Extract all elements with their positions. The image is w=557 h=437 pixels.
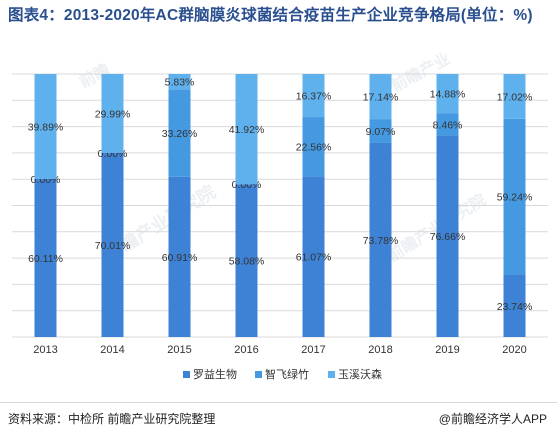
data-label: 73.78% [363, 235, 399, 247]
data-label: 41.92% [229, 124, 265, 136]
data-label: 23.74% [497, 301, 533, 313]
data-label: 5.83% [165, 77, 195, 89]
bar-segment-3 [101, 74, 124, 153]
brand-credit: @前瞻经济学人APP [438, 412, 547, 426]
data-label: 61.07% [296, 252, 332, 264]
data-label: 60.11% [28, 253, 63, 265]
bar-segment-3 [503, 74, 526, 119]
bar-segment-3 [302, 74, 325, 118]
bar-segment-1 [302, 176, 325, 337]
data-label: 58.08% [229, 256, 265, 268]
data-label: 76.66% [430, 231, 466, 243]
x-tick-label: 2013 [33, 344, 57, 356]
data-label: 17.14% [363, 92, 399, 104]
data-label: 22.56% [296, 142, 332, 154]
chart-title: 图表4：2013-2020年AC群脑膜炎球菌结合疫苗生产企业竞争格局(单位：%) [8, 7, 533, 24]
x-tick-label: 2018 [368, 344, 392, 356]
bar-segment-1 [235, 184, 258, 337]
data-label: 33.26% [162, 128, 198, 140]
bar-segment-1 [503, 274, 526, 337]
legend-swatch-1 [183, 371, 190, 378]
bar-segment-3 [235, 74, 258, 185]
source-note: 资料来源：中检所 前瞻产业研究院整理 [8, 412, 216, 426]
legend-label: 智飞绿竹 [265, 367, 309, 381]
bar-segment-1 [34, 178, 57, 337]
bar-segment-3 [369, 74, 392, 120]
data-label: 29.99% [95, 108, 131, 120]
footer-divider [0, 402, 557, 403]
x-tick-label: 2016 [234, 344, 258, 356]
bar-segment-3 [34, 74, 57, 179]
bar-segment-1 [168, 176, 191, 337]
data-label: 60.91% [162, 252, 198, 264]
data-label: 14.88% [430, 89, 466, 101]
bar-segment-2 [436, 113, 459, 136]
bar-segment-1 [369, 142, 392, 337]
bar-segment-1 [436, 135, 459, 337]
legend-label: 罗益生物 [193, 367, 237, 381]
legend-swatch-2 [255, 371, 262, 378]
bar-segment-2 [503, 118, 526, 275]
x-tick-label: 2015 [167, 344, 191, 356]
x-tick-label: 2019 [435, 344, 459, 356]
bar-segment-1 [101, 152, 124, 337]
data-label: 9.07% [366, 126, 396, 138]
data-label: 39.89% [28, 121, 64, 133]
bar-segment-3 [168, 74, 191, 90]
bar-segment-2 [168, 89, 191, 177]
data-label: 17.02% [497, 91, 533, 103]
x-tick-label: 2014 [100, 344, 124, 356]
data-label: 59.24% [497, 192, 533, 204]
bar-segment-3 [436, 74, 459, 114]
data-label: 70.01% [95, 240, 131, 252]
x-tick-label: 2020 [502, 344, 526, 356]
data-label: 16.37% [296, 91, 332, 103]
legend-label: 玉溪沃森 [338, 367, 382, 381]
bar-segment-2 [302, 117, 325, 177]
bar-segment-2 [369, 119, 392, 143]
x-tick-label: 2017 [301, 344, 325, 356]
legend-swatch-3 [328, 371, 335, 378]
data-label: 8.46% [433, 119, 463, 131]
